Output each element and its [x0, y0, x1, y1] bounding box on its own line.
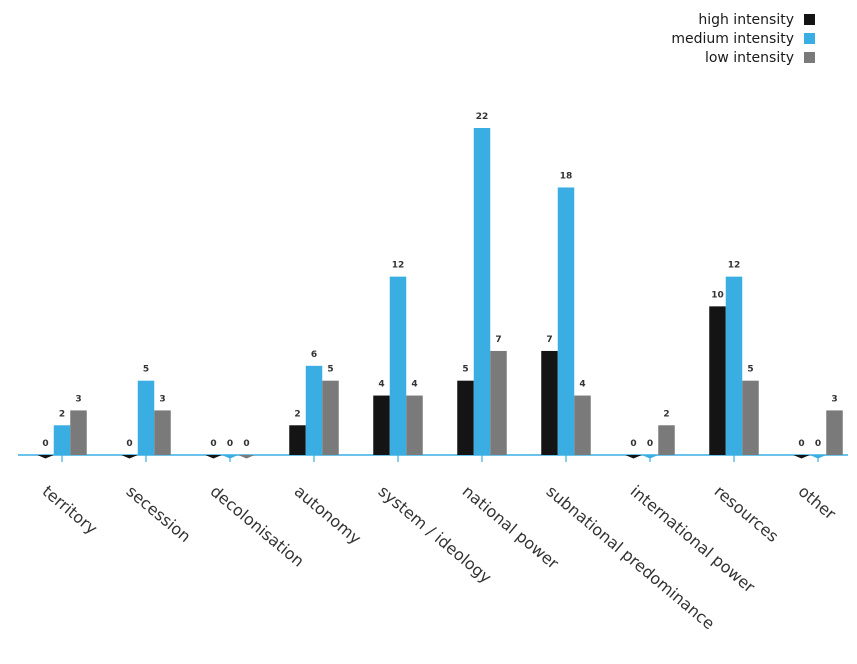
- data-label-1-5: 22: [476, 112, 489, 122]
- bar-2-5: [490, 350, 507, 455]
- legend: high intensity medium intensity low inte…: [671, 10, 815, 67]
- bar-1-0: [53, 425, 71, 455]
- data-label-1-1: 5: [143, 365, 149, 375]
- bar-0-0: [37, 455, 54, 459]
- data-label-2-2: 0: [243, 439, 249, 449]
- data-label-0-6: 7: [546, 335, 552, 345]
- data-label-2-7: 2: [663, 409, 669, 419]
- bar-1-9: [809, 455, 827, 459]
- data-label-2-8: 5: [747, 365, 753, 375]
- data-label-0-7: 0: [630, 439, 636, 449]
- data-label-2-1: 3: [159, 394, 165, 404]
- data-label-0-5: 5: [462, 365, 468, 375]
- x-tick-label-1: secession: [123, 482, 195, 547]
- bar-2-4: [406, 395, 423, 455]
- bar-2-8: [742, 380, 759, 455]
- data-label-1-6: 18: [560, 171, 573, 181]
- data-label-1-8: 12: [728, 261, 741, 271]
- data-label-0-8: 10: [711, 290, 724, 300]
- data-label-2-6: 4: [579, 380, 585, 390]
- bar-0-6: [541, 350, 558, 455]
- x-tick-label-9: other: [795, 482, 840, 524]
- legend-swatch-medium: [804, 33, 815, 44]
- bar-2-6: [574, 395, 591, 455]
- bar-0-2: [205, 455, 222, 459]
- bar-1-5: [473, 128, 491, 455]
- bar-2-9: [826, 410, 843, 455]
- data-label-0-3: 2: [294, 409, 300, 419]
- bar-1-8: [725, 276, 743, 455]
- bar-0-3: [289, 425, 306, 455]
- bar-1-7: [641, 455, 659, 459]
- data-label-1-7: 0: [647, 439, 653, 449]
- data-label-1-9: 0: [815, 439, 821, 449]
- data-label-2-9: 3: [831, 394, 837, 404]
- legend-label-high: high intensity: [698, 11, 794, 28]
- bar-0-8: [709, 306, 726, 455]
- legend-swatch-high: [804, 14, 815, 25]
- bar-1-2: [221, 455, 239, 459]
- bar-2-2: [238, 455, 255, 459]
- x-tick-label-3: autonomy: [291, 482, 365, 549]
- data-label-2-4: 4: [411, 380, 417, 390]
- bar-0-4: [373, 395, 390, 455]
- bar-0-7: [625, 455, 642, 459]
- data-label-1-4: 12: [392, 261, 405, 271]
- data-label-0-1: 0: [126, 439, 132, 449]
- bar-1-3: [305, 365, 323, 455]
- data-label-2-5: 7: [495, 335, 501, 345]
- data-label-0-9: 0: [798, 439, 804, 449]
- legend-label-low: low intensity: [704, 49, 794, 66]
- x-tick-label-0: territory: [39, 482, 101, 539]
- bar-2-3: [322, 380, 339, 455]
- data-label-0-0: 0: [42, 439, 48, 449]
- bar-1-4: [389, 276, 407, 455]
- data-label-2-3: 5: [327, 365, 333, 375]
- data-label-1-3: 6: [311, 350, 317, 360]
- bar-2-7: [658, 425, 675, 455]
- legend-label-medium: medium intensity: [671, 30, 794, 47]
- data-label-0-4: 4: [378, 380, 384, 390]
- bar-2-0: [70, 410, 87, 455]
- bar-0-5: [457, 380, 474, 455]
- x-tick-label-6: subnational predominance: [543, 482, 719, 634]
- bar-0-9: [793, 455, 810, 459]
- legend-swatch-low: [804, 52, 815, 63]
- legend-item-low: low intensity: [671, 48, 815, 67]
- x-tick-label-8: resources: [711, 482, 783, 546]
- data-label-2-0: 3: [75, 394, 81, 404]
- data-label-1-2: 0: [227, 439, 233, 449]
- data-label-1-0: 2: [59, 409, 65, 419]
- bar-1-1: [137, 380, 155, 455]
- bar-2-1: [154, 410, 171, 455]
- data-label-0-2: 0: [210, 439, 216, 449]
- bar-0-1: [121, 455, 138, 459]
- legend-item-medium: medium intensity: [671, 29, 815, 48]
- bar-1-6: [557, 187, 575, 456]
- legend-item-high: high intensity: [671, 10, 815, 29]
